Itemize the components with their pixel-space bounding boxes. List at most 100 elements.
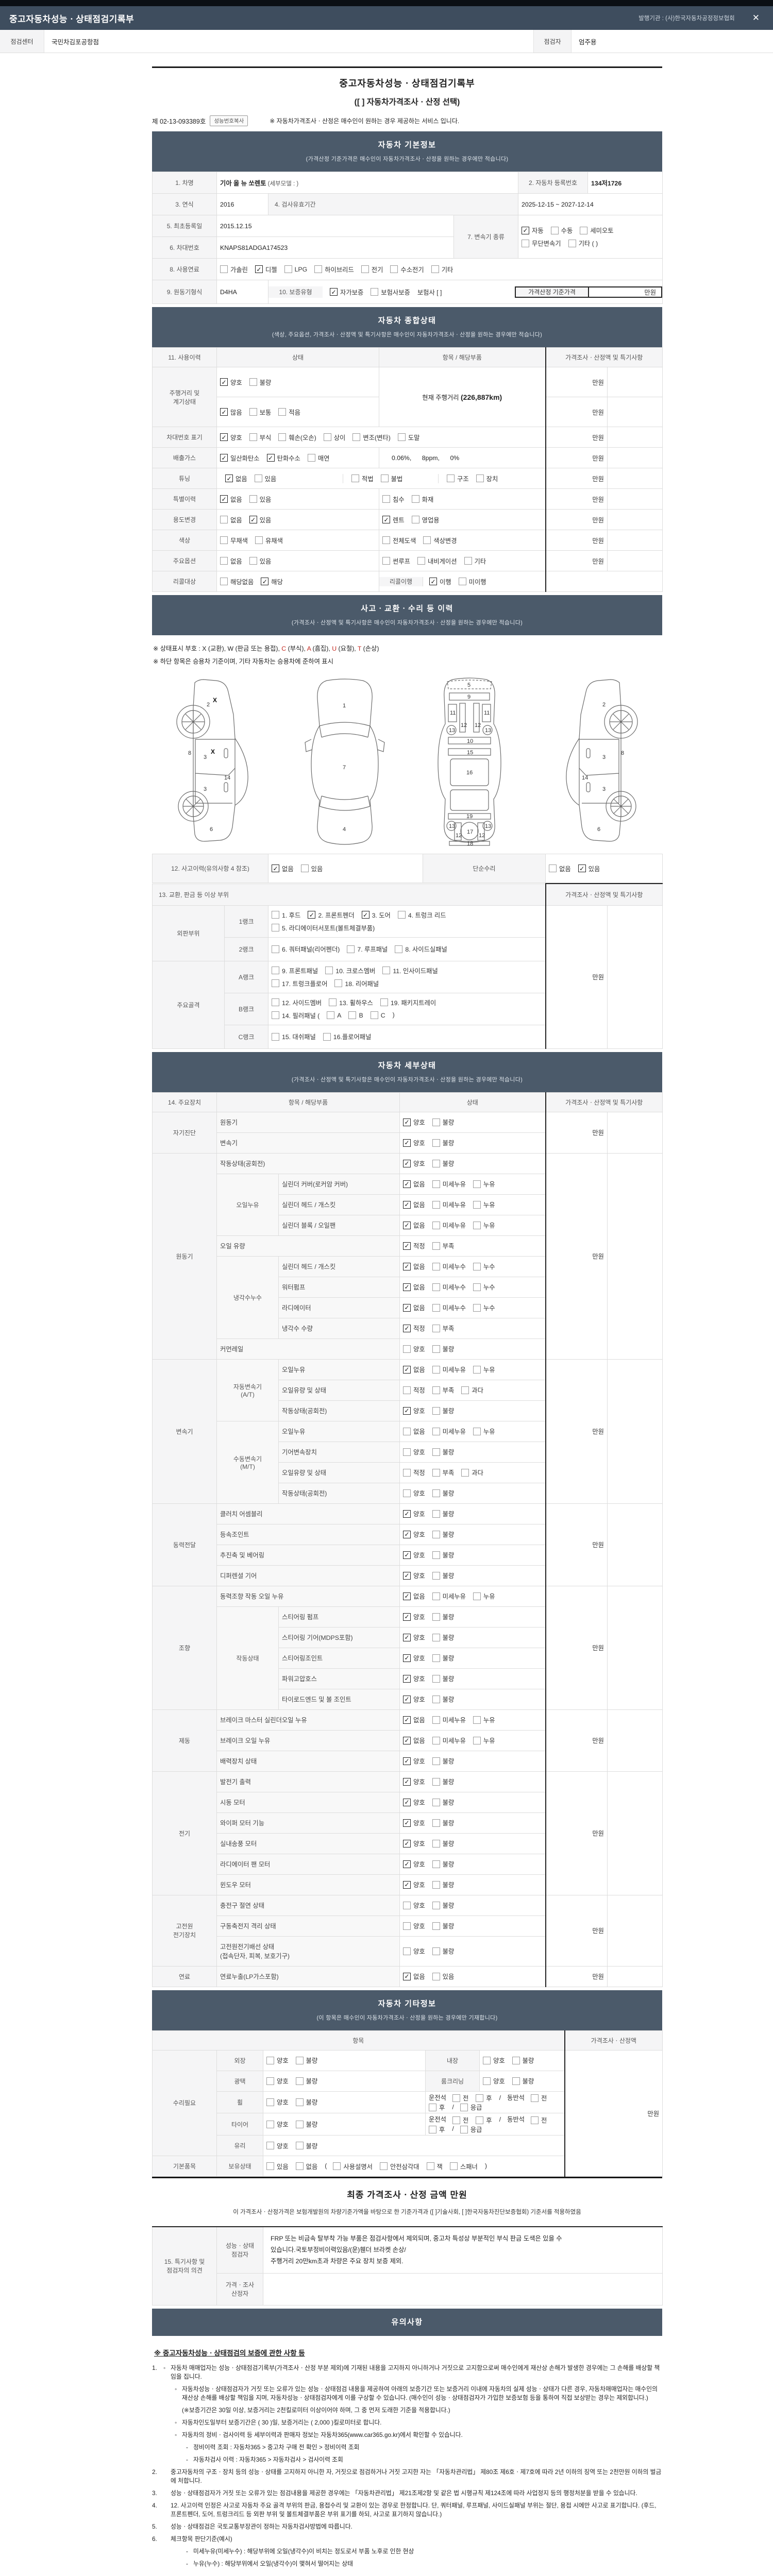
checkbox-있음[interactable]: 있음	[254, 474, 276, 483]
checkbox-썬루프[interactable]: 썬루프	[382, 556, 410, 566]
appraiser-opinion-text[interactable]	[263, 2273, 663, 2306]
close-icon[interactable]: ✕	[752, 13, 760, 23]
checkbox-미세누유[interactable]: 미세누유	[432, 1179, 466, 1189]
checkbox-양호[interactable]: 양호	[403, 1921, 425, 1930]
checkbox-없음[interactable]: ✓ 없음	[403, 1365, 425, 1374]
checkbox-색상변경[interactable]: 색상변경	[423, 536, 457, 545]
checkbox-상이[interactable]: 상이	[323, 433, 345, 442]
checkbox-부식[interactable]: 부식	[249, 433, 271, 442]
price-input-cell[interactable]	[607, 1965, 663, 1987]
checkbox-불량[interactable]: 불량	[432, 1159, 454, 1168]
price-input-cell[interactable]	[607, 1585, 663, 1710]
checkbox-많음[interactable]: ✓ 많음	[220, 408, 242, 417]
checkbox-해당[interactable]: ✓ 해당	[261, 577, 283, 586]
checkbox-적정[interactable]: 적정	[403, 1385, 425, 1395]
car-left-side-diagram[interactable]: 2 X 8 3 X 14 3 6	[166, 676, 270, 846]
checkbox-없음[interactable]: ✓ 없음	[403, 1221, 425, 1230]
checkbox-양호[interactable]: 양호	[266, 2120, 289, 2129]
checkbox-누수[interactable]: 누수	[473, 1262, 495, 1271]
checkbox-7. 루프패널[interactable]: 7. 루프패널	[347, 944, 388, 954]
checkbox-양호[interactable]: ✓ 양호	[403, 1777, 425, 1786]
checkbox-전[interactable]: 전	[530, 2115, 547, 2125]
checkbox-15. 대쉬패널[interactable]: 15. 대쉬패널	[272, 1032, 316, 1041]
checkbox-양호[interactable]: 양호	[403, 1344, 425, 1353]
checkbox-미세누수[interactable]: 미세누수	[432, 1303, 466, 1312]
checkbox-양호[interactable]: ✓ 양호	[403, 1674, 425, 1683]
checkbox-19. 패키지트레이[interactable]: 19. 패키지트레이	[380, 998, 436, 1007]
checkbox-있음[interactable]: ✓ 있음	[578, 864, 600, 873]
checkbox-누수[interactable]: 누수	[473, 1303, 495, 1312]
checkbox-불량[interactable]: 불량	[432, 1612, 454, 1621]
checkbox-후[interactable]: 후	[476, 2115, 492, 2125]
checkbox-B[interactable]: B	[348, 1011, 363, 1019]
checkbox-있음[interactable]: ✓ 있음	[249, 515, 271, 524]
checkbox-불량[interactable]: 불량	[432, 1344, 454, 1353]
checkbox-응급[interactable]: 응급	[460, 2125, 482, 2134]
checkbox-양호[interactable]: 양호	[266, 2076, 289, 2086]
checkbox-10. 크로스멤버[interactable]: 10. 크로스멤버	[325, 966, 375, 975]
copy-number-button[interactable]: 성능번호복사	[210, 115, 248, 126]
checkbox-화재[interactable]: 화재	[411, 495, 433, 504]
checkbox-자동[interactable]: ✓ 자동	[522, 226, 544, 235]
checkbox-기타[interactable]: 기타	[431, 265, 453, 274]
price-input-cell[interactable]	[607, 367, 663, 397]
checkbox-과다[interactable]: 과다	[461, 1385, 483, 1395]
checkbox-없음[interactable]: ✓ 없음	[403, 1972, 425, 1981]
checkbox-불량[interactable]: 불량	[432, 1901, 454, 1910]
checkbox-자가보증[interactable]: ✓ 자가보증	[330, 287, 363, 297]
checkbox-적음[interactable]: 적음	[278, 408, 300, 417]
price-input-cell[interactable]	[607, 1359, 663, 1504]
checkbox-13. 휠하우스[interactable]: 13. 휠하우스	[329, 998, 373, 1007]
checkbox-잭[interactable]: 잭	[426, 2162, 443, 2171]
checkbox-양호[interactable]: 양호	[266, 2056, 289, 2065]
car-right-side-diagram[interactable]: 2 8 3 14 3 6	[545, 676, 648, 846]
checkbox-양호[interactable]: ✓ 양호	[403, 1138, 425, 1147]
checkbox-전기[interactable]: 전기	[361, 265, 383, 274]
checkbox-불량[interactable]: 불량	[432, 1674, 454, 1683]
checkbox-세미오토[interactable]: 세미오토	[580, 226, 614, 235]
checkbox-불량[interactable]: 불량	[512, 2056, 534, 2065]
checkbox-사용설명서[interactable]: 사용설명서	[333, 2162, 373, 2171]
checkbox-있음[interactable]: 있음	[432, 1972, 454, 1981]
checkbox-불량[interactable]: 불량	[432, 1798, 454, 1807]
checkbox-양호[interactable]: 양호	[266, 2141, 289, 2150]
checkbox-불량[interactable]: 불량	[432, 1633, 454, 1642]
checkbox-없음[interactable]: ✓ 없음	[403, 1262, 425, 1271]
checkbox-미세누유[interactable]: 미세누유	[432, 1200, 466, 1209]
checkbox-불량[interactable]: 불량	[295, 2097, 317, 2107]
checkbox-12. 사이드멤버[interactable]: 12. 사이드멤버	[272, 998, 322, 1007]
checkbox-양호[interactable]: 양호	[483, 2076, 505, 2086]
checkbox-양호[interactable]: 양호	[483, 2056, 505, 2065]
checkbox-기타[interactable]: 기타	[464, 556, 486, 566]
checkbox-5. 라디에이터서포트(볼트체결부품)[interactable]: 5. 라디에이터서포트(볼트체결부품)	[272, 923, 375, 933]
checkbox-미세누유[interactable]: 미세누유	[432, 1365, 466, 1374]
checkbox-불량[interactable]: 불량	[295, 2120, 317, 2129]
checkbox-부족[interactable]: 부족	[432, 1324, 454, 1333]
checkbox-불량[interactable]: 불량	[432, 1921, 454, 1930]
checkbox-부족[interactable]: 부족	[432, 1385, 454, 1395]
checkbox-없음[interactable]: ✓ 없음	[403, 1591, 425, 1601]
checkbox-LPG[interactable]: LPG	[284, 265, 307, 273]
checkbox-양호[interactable]: ✓ 양호	[403, 1653, 425, 1663]
checkbox-양호[interactable]: ✓ 양호	[403, 1530, 425, 1539]
checkbox-누유[interactable]: 누유	[473, 1427, 495, 1436]
price-input-cell[interactable]	[607, 397, 663, 427]
checkbox-없음[interactable]: ✓ 없음	[403, 1715, 425, 1724]
checkbox-미세누유[interactable]: 미세누유	[432, 1221, 466, 1230]
checkbox-있음[interactable]: 있음	[300, 864, 323, 873]
checkbox-누수[interactable]: 누수	[473, 1282, 495, 1292]
checkbox-스패너[interactable]: 스패너	[449, 2162, 478, 2171]
checkbox-부족[interactable]: 부족	[432, 1468, 454, 1477]
checkbox-디젤[interactable]: ✓ 디젤	[255, 265, 277, 274]
checkbox-양호[interactable]: ✓ 양호	[403, 1550, 425, 1560]
checkbox-양호[interactable]: ✓ 양호	[403, 1756, 425, 1766]
checkbox-적정[interactable]: ✓ 적정	[403, 1324, 425, 1333]
checkbox-없음[interactable]: ✓ 없음	[403, 1200, 425, 1209]
checkbox-없음[interactable]: 없음	[295, 2162, 317, 2171]
checkbox-도말[interactable]: 도말	[397, 433, 419, 442]
checkbox-있음[interactable]: 있음	[249, 495, 271, 504]
checkbox-없음[interactable]: 없음	[220, 515, 242, 524]
checkbox-내비게이션[interactable]: 내비게이션	[417, 556, 457, 566]
checkbox-누유[interactable]: 누유	[473, 1221, 495, 1230]
checkbox-양호[interactable]: ✓ 양호	[220, 433, 242, 442]
